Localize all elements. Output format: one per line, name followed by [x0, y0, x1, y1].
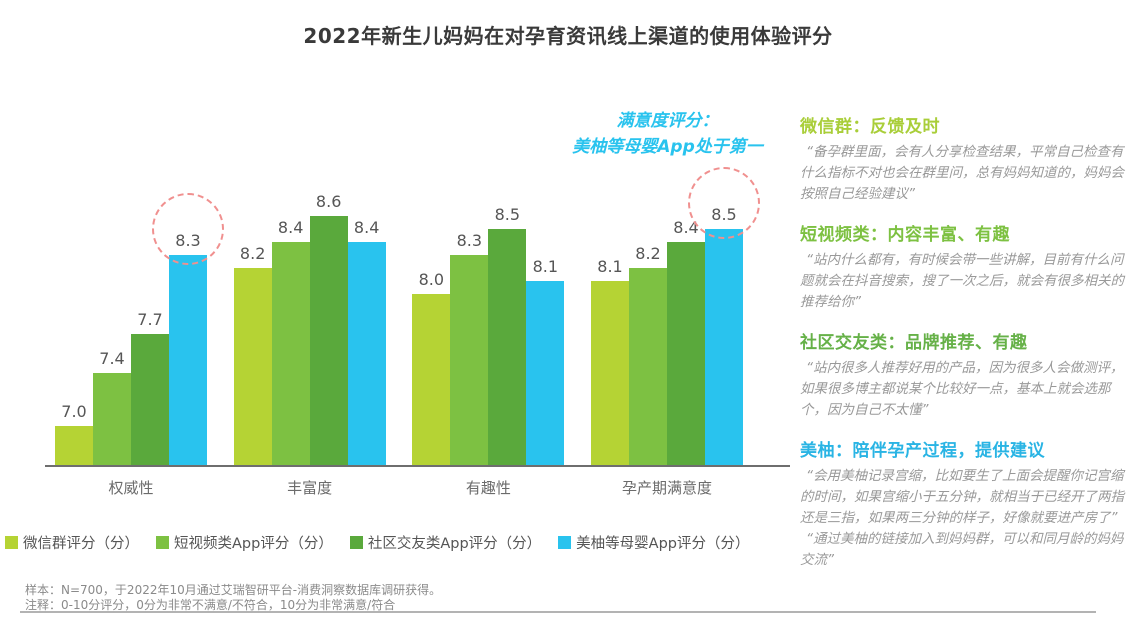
bar: 8.4: [347, 218, 386, 465]
legend-item: 微信群评分（分）: [5, 532, 139, 553]
legend-label: 微信群评分（分）: [23, 536, 139, 552]
legend-label: 美柚等母婴App评分（分）: [576, 536, 750, 552]
bar-value-label: 8.1: [532, 257, 559, 276]
panel-section: 社区交友类：品牌推荐、有趣 “站内很多人推荐好用的产品，因为很多人会做测评，如果很…: [800, 328, 1128, 421]
bar-value-label: 8.4: [277, 218, 304, 237]
legend-swatch: [558, 536, 572, 549]
bar: 7.7: [131, 310, 169, 465]
category-label: 有趣性: [465, 479, 511, 497]
bar: 8.3: [169, 231, 207, 465]
section-header: 社区交友类：品牌推荐、有趣: [800, 333, 1028, 353]
bar-value-label: 8.2: [239, 244, 266, 263]
section-quote: “站内很多人推荐好用的产品，因为很多人会做测评，如果很多博主都说某个比较好一点，…: [800, 360, 1124, 418]
legend-item: 短视频类App评分（分）: [156, 532, 333, 553]
bar: 8.4: [667, 218, 705, 465]
chart-annotation-line1: 满意度评分：: [616, 111, 719, 131]
bar: 8.2: [629, 244, 667, 465]
footer-divider: [20, 611, 1096, 613]
section-quote: “通过美柚的链接加入到妈妈群，可以和同月龄的妈妈交流”: [800, 531, 1124, 568]
bar: 8.5: [705, 205, 743, 465]
panel-section: 短视频类：内容丰富、有趣 “站内什么都有，有时候会带一些讲解，目前有什么问题就会在…: [800, 220, 1128, 313]
section-quote: “备孕群里面，会有人分享检查结果，平常自己检查有什么指标不对也会在群里问，总有妈…: [800, 144, 1124, 202]
bar-value-label: 8.1: [597, 257, 623, 276]
legend: 微信群评分（分） 短视频类App评分（分） 社区交友类App评分（分） 美柚等母婴Ap…: [5, 532, 805, 553]
bar-value-label: 8.2: [635, 244, 661, 263]
bar: 8.6: [309, 192, 348, 465]
bar-value-label: 7.0: [61, 402, 87, 421]
bar-value-label: 7.4: [99, 349, 125, 368]
page-title: 2022年新生儿妈妈在对孕育资讯线上渠道的使用体验评分: [303, 24, 833, 48]
chart-annotation-line2: 美柚等母婴App处于第一: [572, 137, 763, 157]
section-quote: “站内什么都有，有时候会带一些讲解，目前有什么问题就会在抖音搜索，搜了一次之后，…: [800, 252, 1124, 310]
bar: 8.3: [450, 231, 489, 465]
footer-note-sample: 样本：N=700，于2022年10月通过艾瑞智研平台-消费洞察数据库调研获得。: [25, 583, 442, 597]
bar: 7.0: [55, 402, 93, 465]
bar-value-label: 8.4: [353, 218, 380, 237]
highlight-circle: [688, 167, 760, 239]
section-header: 微信群：反馈及时: [800, 117, 940, 137]
bar: 8.1: [526, 257, 565, 465]
section-header: 美柚：陪伴孕产过程，提供建议: [800, 441, 1045, 461]
footer-note-remark: 注释：0-10分评分，0分为非常不满意/不符合，10分为非常满意/符合: [25, 598, 396, 612]
bar-value-label: 8.3: [456, 231, 483, 250]
legend-label: 社区交友类App评分（分）: [367, 536, 542, 552]
legend-swatch: [349, 536, 363, 549]
footer-notes: 样本：N=700，于2022年10月通过艾瑞智研平台-消费洞察数据库调研获得。 …: [25, 583, 441, 613]
panel-section: 微信群：反馈及时 “备孕群里面，会有人分享检查结果，平常自己检查有什么指标不对也会…: [800, 112, 1128, 205]
bar-value-label: 7.7: [137, 310, 163, 329]
bar-value-label: 8.0: [418, 270, 445, 289]
category-label: 孕产期满意度: [621, 479, 712, 497]
bar: 8.0: [412, 270, 451, 465]
bar-value-label: 8.6: [315, 192, 342, 211]
bar-value-label: 8.4: [673, 218, 699, 237]
legend-item: 社区交友类App评分（分）: [349, 532, 542, 553]
legend-label: 短视频类App评分（分）: [174, 536, 333, 552]
bar-chart: 满意度评分： 美柚等母婴App处于第一 7.0 7.4 7.7 8.3 8.2 8.4 8.…: [0, 100, 795, 500]
legend-swatch: [5, 536, 18, 549]
section-header: 短视频类：内容丰富、有趣: [800, 225, 1010, 245]
plot-area: 7.0 7.4 7.7 8.3 8.2 8.4 8.6 8.4 8.0 8.3 8.5 8.1 8.1 8…: [45, 165, 790, 467]
legend-item: 美柚等母婴App评分（分）: [558, 532, 749, 553]
bar-value-label: 8.5: [494, 205, 521, 224]
category-label: 丰富度: [287, 479, 333, 497]
right-panel: 微信群：反馈及时 “备孕群里面，会有人分享检查结果，平常自己检查有什么指标不对也会…: [800, 112, 1128, 571]
bar: 8.2: [233, 244, 272, 465]
bar: 8.1: [591, 257, 629, 465]
category-label: 权威性: [108, 479, 154, 497]
bar: 8.5: [488, 205, 527, 465]
bar: 8.4: [271, 218, 310, 465]
bar: 7.4: [93, 349, 131, 465]
legend-swatch: [156, 536, 169, 549]
highlight-circle: [152, 193, 224, 265]
chart-annotation: 满意度评分： 美柚等母婴App处于第一: [540, 108, 795, 160]
panel-section: 美柚：陪伴孕产过程，提供建议 “会用美柚记录宫缩，比如要生了上面会提醒你记宫缩的时…: [800, 436, 1128, 571]
section-quote: “会用美柚记录宫缩，比如要生了上面会提醒你记宫缩的时间，如果宫缩小于五分钟，就相…: [800, 468, 1124, 526]
